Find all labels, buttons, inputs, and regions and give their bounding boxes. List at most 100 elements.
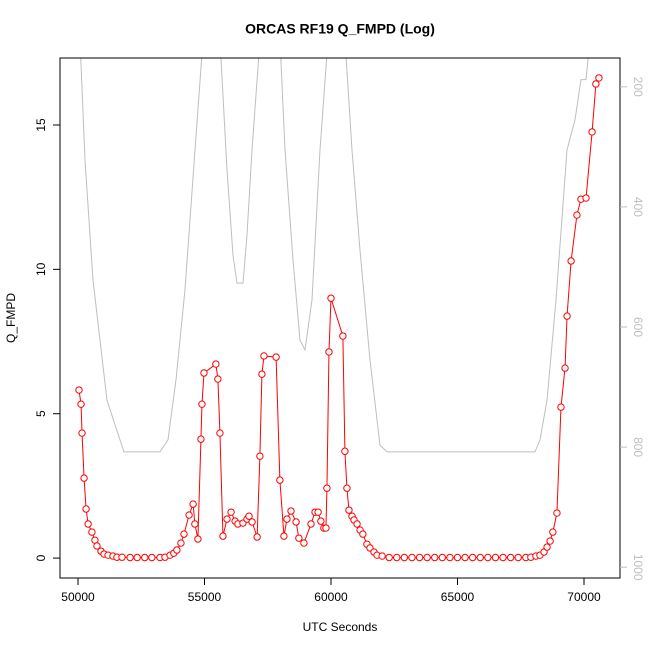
data-point [325, 348, 333, 356]
data-point [212, 360, 220, 368]
data-point [323, 484, 331, 492]
x-tick-label: 70000 [567, 590, 601, 604]
data-point [283, 515, 291, 523]
data-point [258, 370, 266, 378]
y2-tick-label: 400 [631, 197, 645, 217]
data-point [256, 452, 264, 460]
data-point [468, 553, 477, 562]
data-point [148, 553, 156, 562]
data-point [88, 528, 96, 536]
data-point [191, 520, 199, 528]
data-point [353, 520, 361, 528]
data-point [84, 520, 92, 528]
data-point [173, 546, 181, 554]
data-point [177, 539, 185, 547]
data-point [400, 553, 409, 562]
data-point [557, 403, 565, 411]
data-point [118, 553, 126, 561]
data-point [415, 553, 424, 562]
data-point [253, 533, 261, 541]
y-tick-label: 15 [34, 118, 48, 132]
plot-frame [59, 57, 621, 579]
y2-tick-label: 1000 [631, 554, 645, 581]
data-point [359, 530, 367, 538]
x-tick-label: 55000 [188, 590, 222, 604]
data-point [307, 520, 315, 528]
data-point [200, 369, 208, 377]
data-point [595, 74, 603, 82]
data-point [573, 211, 581, 219]
data-point [491, 553, 500, 562]
data-point [345, 506, 353, 514]
data-point [295, 534, 303, 542]
data-point [78, 429, 86, 437]
y-axis-label: Q_FMPD [4, 293, 18, 343]
data-point [549, 528, 557, 536]
data-point [561, 364, 569, 372]
data-point [553, 509, 561, 517]
y2-tick-label: 600 [631, 317, 645, 337]
data-point [133, 553, 141, 562]
y-tick-label: 0 [34, 554, 48, 561]
x-tick-label: 50000 [61, 590, 95, 604]
data-point [484, 553, 492, 562]
data-point [216, 429, 224, 437]
data-point [300, 539, 308, 547]
data-point [194, 535, 202, 543]
data-point [314, 508, 322, 516]
data-point [385, 553, 393, 562]
data-point [189, 500, 197, 508]
data-point [506, 553, 515, 562]
data-point [77, 400, 85, 408]
data-point [393, 553, 401, 562]
data-point [287, 507, 295, 515]
data-point [423, 553, 431, 562]
data-point [197, 435, 205, 443]
y-tick-label: 5 [34, 410, 48, 417]
data-point [75, 386, 83, 394]
data-point [276, 476, 284, 484]
data-point [93, 542, 101, 550]
data-point [378, 552, 386, 560]
chart-title: ORCAS RF19 Q_FMPD (Log) [245, 21, 435, 37]
data-point [80, 474, 88, 482]
data-point [446, 553, 454, 562]
data-point [223, 515, 231, 523]
data-point [543, 543, 551, 551]
data-point [327, 294, 335, 302]
data-point [260, 352, 268, 360]
data-point [272, 353, 280, 361]
data-point [461, 553, 469, 562]
data-point [499, 553, 507, 562]
y-tick-label: 10 [34, 262, 48, 276]
data-point [476, 553, 484, 562]
data-point [185, 511, 193, 519]
x-axis-label: UTC Seconds [303, 620, 378, 634]
data-point [248, 518, 256, 526]
data-point [339, 332, 347, 340]
data-point [322, 524, 330, 532]
data-line [80, 58, 589, 453]
data-point [341, 447, 349, 455]
data-point [317, 517, 325, 525]
plot-area [75, 58, 603, 562]
data-point [588, 128, 596, 136]
data-point [408, 553, 416, 562]
y2-tick-label: 800 [631, 437, 645, 457]
data-point [582, 194, 590, 202]
data-point [567, 257, 575, 265]
x-tick-label: 65000 [441, 590, 475, 604]
data-point [453, 553, 462, 562]
data-point [214, 375, 222, 383]
data-point [343, 484, 351, 492]
data-point [227, 508, 235, 516]
data-point [514, 553, 522, 562]
data-point [546, 537, 554, 545]
data-point [198, 400, 206, 408]
data-point [280, 532, 288, 540]
data-point [126, 553, 134, 562]
data-point [592, 80, 600, 88]
